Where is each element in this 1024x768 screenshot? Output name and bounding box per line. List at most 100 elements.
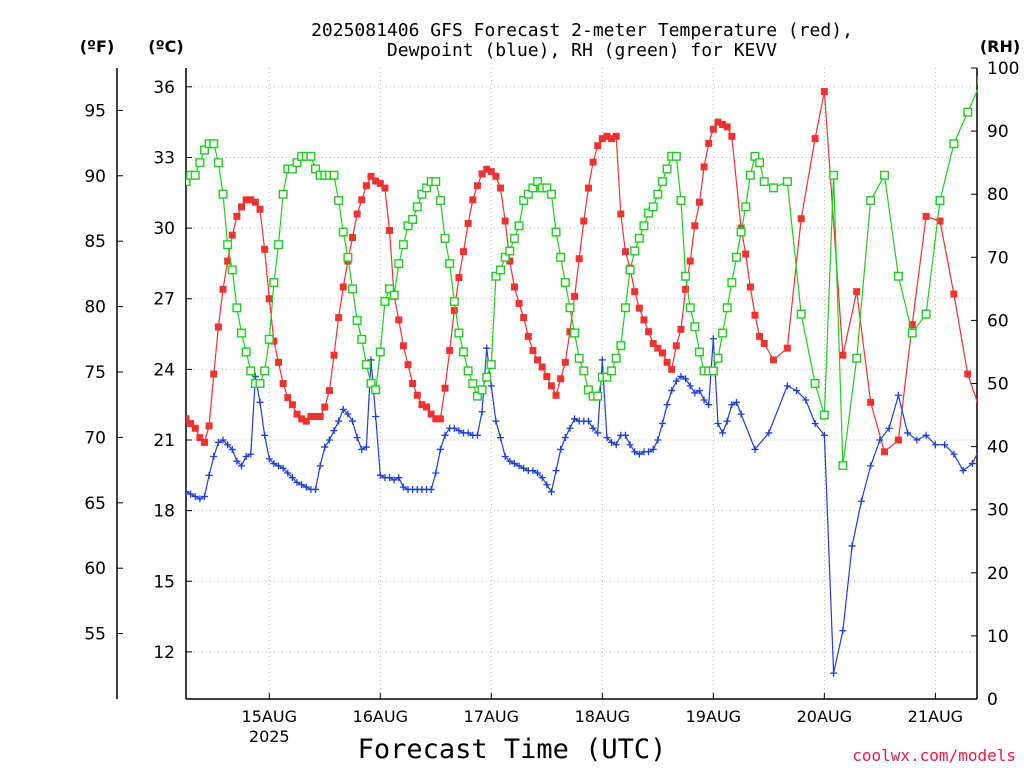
rh-point — [330, 171, 338, 179]
celsius-axis-label: (ºC) — [148, 37, 183, 56]
temperature-point — [539, 364, 546, 371]
dewpoint-point — [738, 411, 745, 418]
rh-point — [659, 178, 667, 186]
rh-point — [413, 203, 421, 211]
dewpoint-point — [428, 486, 435, 493]
rh-point — [784, 178, 792, 186]
rh-point — [441, 235, 449, 243]
temperature-point — [548, 382, 555, 389]
rh-point — [557, 254, 565, 262]
rh-point — [950, 140, 958, 148]
rh-point — [506, 247, 514, 255]
temperature-point — [798, 215, 805, 222]
rh-point — [714, 354, 722, 362]
dewpoint-line — [186, 339, 1024, 673]
temperature-point — [220, 286, 227, 293]
rh-point — [261, 367, 269, 375]
temperature-point — [590, 159, 597, 166]
temperature-point — [437, 415, 444, 422]
rh-point — [358, 336, 366, 344]
dewpoint-point — [659, 420, 666, 427]
chart-title-line-2: Dewpoint (blue), RH (green) for KEVV — [387, 40, 777, 61]
rh-point — [464, 367, 472, 375]
rh-tick-label: 10 — [987, 627, 1009, 647]
c-tick-label: 21 — [153, 431, 175, 451]
rh-point — [191, 171, 199, 179]
temperature-point — [215, 323, 222, 330]
temperature-point — [442, 385, 449, 392]
rh-point — [575, 354, 583, 362]
rh-point — [400, 241, 408, 249]
rh-point — [964, 108, 972, 116]
temperature-point — [317, 413, 324, 420]
temperature-point — [812, 135, 819, 142]
x-tick-sublabel: 2025 — [249, 727, 290, 746]
dewpoint-point — [257, 399, 264, 406]
temperature-point — [724, 123, 731, 130]
rh-point — [742, 203, 750, 211]
dewpoint-point — [432, 469, 439, 476]
axes: 5560657075808590951215182124273033360102… — [84, 59, 1019, 746]
temperature-point — [289, 401, 296, 408]
temperature-point — [280, 380, 287, 387]
f-tick-label: 70 — [84, 428, 106, 448]
dewpoint-point — [724, 418, 731, 425]
dewpoint-series — [183, 335, 1024, 676]
temperature-point — [502, 218, 509, 225]
temperature-point — [386, 227, 393, 234]
rh-point — [853, 354, 861, 362]
temperature-point — [451, 307, 458, 314]
dewpoint-point — [599, 356, 606, 363]
rh-point — [728, 279, 736, 287]
dewpoint-point — [858, 498, 865, 505]
rh-point — [511, 235, 519, 243]
dewpoint-point — [997, 418, 1004, 425]
c-tick-label: 27 — [153, 290, 175, 310]
dewpoint-point — [317, 462, 324, 469]
rh-tick-label: 30 — [987, 501, 1009, 521]
temperature-point — [335, 314, 342, 321]
temperature-point — [326, 387, 333, 394]
dewpoint-point — [442, 432, 449, 439]
dewpoint-point — [488, 382, 495, 389]
rh-point — [723, 304, 731, 312]
temperature-point — [613, 133, 620, 140]
temperature-point — [340, 283, 347, 290]
temperature-point — [363, 182, 370, 189]
dewpoint-point — [784, 382, 791, 389]
rh-point — [349, 285, 357, 293]
rh-point — [552, 228, 560, 236]
temperature-point — [233, 213, 240, 220]
x-tick-label: 15AUG — [242, 707, 297, 726]
series-layer — [182, 77, 1024, 677]
temperature-point — [761, 340, 768, 347]
x-tick-label: 16AUG — [353, 707, 408, 726]
temperature-point — [229, 232, 236, 239]
temperature-point — [673, 342, 680, 349]
x-tick-label: 18AUG — [575, 707, 630, 726]
temperature-point — [770, 356, 777, 363]
temperature-point — [553, 392, 560, 399]
temperature-point — [409, 380, 416, 387]
temperature-point — [405, 361, 412, 368]
temperature-point — [691, 222, 698, 229]
rh-point — [636, 235, 644, 243]
temperature-point — [585, 185, 592, 192]
rh-point — [270, 279, 278, 287]
rh-point — [256, 380, 264, 388]
temperature-point — [562, 359, 569, 366]
temperature-point — [728, 133, 735, 140]
rh-point — [640, 222, 648, 230]
rh-point — [455, 329, 463, 337]
temperature-point — [747, 283, 754, 290]
rh-point — [594, 392, 602, 400]
temperature-point — [455, 274, 462, 281]
dewpoint-point — [548, 488, 555, 495]
rh-tick-label: 40 — [987, 438, 1009, 458]
temperature-point — [645, 328, 652, 335]
temperature-point — [622, 248, 629, 255]
dewpoint-point — [719, 429, 726, 436]
rh-point — [390, 291, 398, 299]
rh-point — [978, 77, 986, 85]
rh-point — [395, 260, 403, 268]
